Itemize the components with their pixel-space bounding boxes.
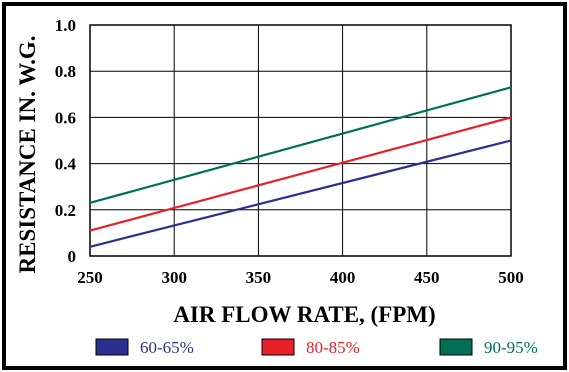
- series-line-90-95%: [89, 86, 512, 204]
- legend-swatch: [439, 338, 473, 356]
- y-tick-label: 0.6: [55, 108, 76, 127]
- x-tick-label: 350: [246, 268, 272, 287]
- x-tick-label: 300: [161, 268, 187, 287]
- y-tick-label: 0: [68, 247, 77, 266]
- y-tick-labels: 0 0.2 0.4 0.6 0.8 1.0: [55, 16, 77, 266]
- y-tick-label: 0.4: [55, 155, 77, 174]
- y-tick-label: 0.2: [55, 201, 76, 220]
- x-tick-label: 250: [77, 268, 103, 287]
- legend-label: 90-95%: [484, 338, 538, 357]
- legend-item-90-95%: 90-95%: [439, 338, 538, 357]
- x-axis-title: AIR FLOW RATE, (FPM): [173, 302, 435, 327]
- x-tick-labels: 250 300 350 400 450 500: [77, 268, 524, 287]
- x-tick-label: 400: [330, 268, 356, 287]
- legend-label: 60-65%: [140, 338, 194, 357]
- legend-swatch: [261, 338, 295, 356]
- y-tick-label: 0.8: [55, 62, 76, 81]
- plot-area: [89, 24, 512, 257]
- legend-label: 80-85%: [306, 338, 360, 357]
- legend-item-80-85%: 80-85%: [261, 338, 360, 357]
- y-tick-label: 1.0: [55, 16, 76, 35]
- legend: 60-65% 80-85% 90-95%: [95, 338, 538, 357]
- x-tick-label: 450: [414, 268, 440, 287]
- x-tick-label: 500: [498, 268, 524, 287]
- legend-item-60-65%: 60-65%: [95, 338, 194, 357]
- series-line-80-85%: [89, 116, 512, 232]
- series-layer: [89, 86, 512, 248]
- grid: [89, 24, 512, 257]
- series-line-60-65%: [89, 139, 512, 248]
- y-axis-title: RESISTANCE IN. W.G.: [15, 36, 40, 274]
- legend-swatch: [95, 338, 129, 356]
